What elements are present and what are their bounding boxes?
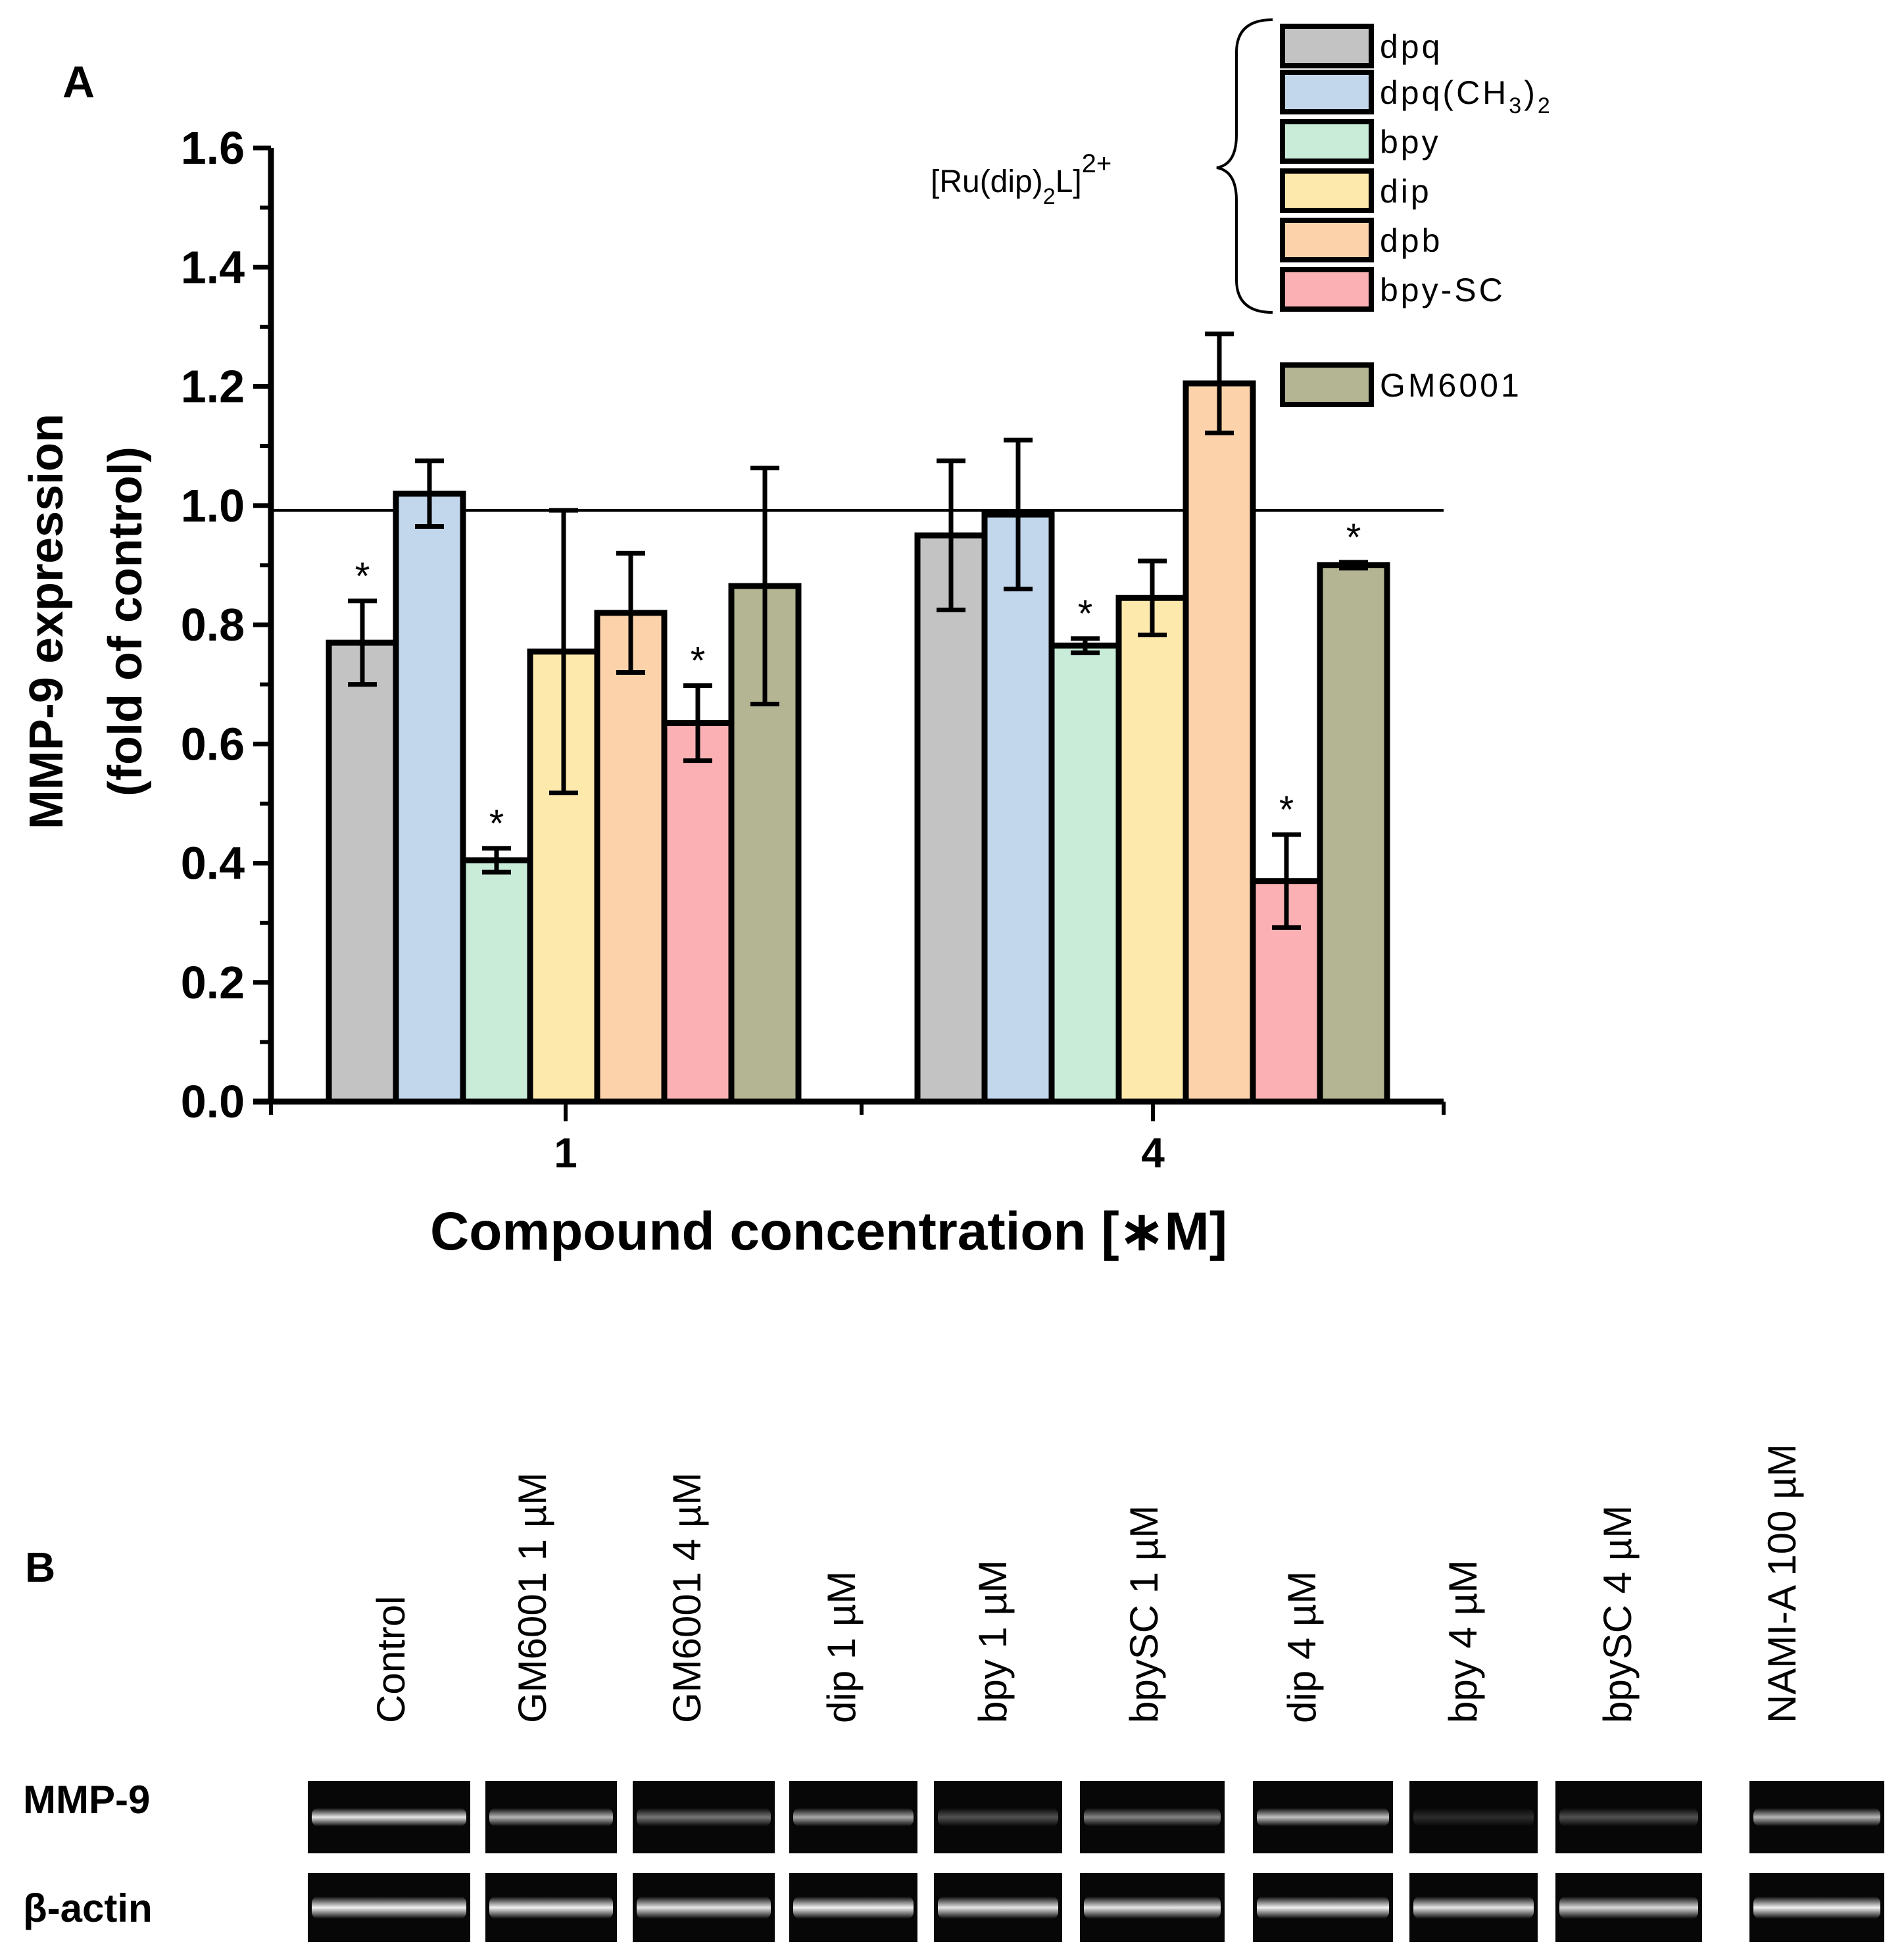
blot-lane-label: bpySC 1 µM (1122, 1505, 1166, 1723)
blot-band (312, 1808, 466, 1826)
blot-band (793, 1808, 914, 1826)
bar-dpqCH32-1 (393, 491, 466, 1105)
bar-dip-4 (1115, 595, 1189, 1105)
y-tick-label: 0.6 (181, 718, 245, 769)
blot-lane-label: bpy 4 µM (1441, 1560, 1485, 1723)
legend-swatch-dpqCH32 (1280, 70, 1374, 114)
blot-band (793, 1896, 914, 1919)
bar-dpq-4 (914, 532, 988, 1105)
legend-label-GM6001: GM6001 (1380, 367, 1522, 404)
significance-star: * (1279, 789, 1294, 831)
blot-lane-label: dip 4 µM (1280, 1571, 1324, 1723)
bars: * * * * * * (326, 331, 1390, 1105)
y-tick-label: 0.8 (181, 599, 245, 650)
legend: [Ru(dip)2L]2+ dpq dpq(CH3)2 bpy dip dpb bpy-S… (931, 18, 1553, 407)
blot-lane-label: bpySC 4 µM (1596, 1505, 1640, 1723)
bar-dpb-4 (1183, 380, 1256, 1105)
significance-star: * (1346, 516, 1361, 559)
legend-label-bpy: bpy (1380, 124, 1441, 160)
panel-b-label: B (25, 1544, 55, 1591)
x-tick-label: 4 (1141, 1129, 1165, 1177)
legend-swatch-bpy-SC (1280, 267, 1374, 312)
legend-swatch-dip (1280, 168, 1374, 213)
legend-swatch-dpb (1280, 218, 1374, 262)
blot-band (1257, 1808, 1389, 1826)
y-tick-label: 1.6 (181, 122, 245, 174)
blot-band (312, 1896, 466, 1919)
blot-lane-label: GM6001 4 µM (665, 1473, 709, 1723)
blot-row-label-mmp9: MMP-9 (23, 1778, 150, 1822)
bar-dpqCH32-4 (981, 511, 1055, 1105)
bar-bpy-1 (460, 857, 533, 1105)
blot-band (489, 1808, 613, 1826)
blot-band (1559, 1896, 1698, 1919)
legend-brace (1216, 18, 1273, 314)
significance-star: * (1078, 593, 1093, 635)
blot-lane-label: GM6001 1 µM (510, 1473, 554, 1723)
legend-label-dpqCH32: dpq(CH3)2 (1380, 74, 1553, 118)
blot-lane-label: NAMI-A 100 µM (1760, 1444, 1804, 1723)
blot-band (1753, 1896, 1880, 1919)
significance-star: * (691, 639, 706, 682)
blot-band (938, 1896, 1058, 1919)
y-axis-title: MMP-9 expression (20, 414, 73, 829)
blot-lane-label: bpy 1 µM (971, 1560, 1015, 1723)
bar-GM6001-4 (1317, 562, 1390, 1105)
legend-label-dip: dip (1380, 173, 1432, 210)
blot-band (1257, 1896, 1389, 1919)
blot-band (1413, 1808, 1534, 1826)
legend-swatch-GM6001 (1280, 362, 1374, 407)
y-tick-label: 0.2 (181, 957, 245, 1008)
y-tick-label: 0.0 (181, 1076, 245, 1127)
bar-bpy-SC-1 (661, 720, 735, 1105)
y-tick-label: 1.2 (181, 361, 245, 412)
blot-band (1753, 1808, 1880, 1826)
legend-label-dpb: dpb (1380, 222, 1442, 259)
blot-lane-labels: Control GM6001 1 µM GM6001 4 µM dip 1 µM bpy… (369, 1444, 1804, 1723)
significance-star: * (489, 802, 504, 845)
legend-complex-label: [Ru(dip)2L]2+ (931, 149, 1111, 209)
blot-band (1084, 1808, 1221, 1826)
blot-band (1084, 1896, 1221, 1919)
legend-swatch-bpy (1280, 119, 1374, 164)
bar-dpq-1 (326, 639, 399, 1105)
blot-band (489, 1896, 613, 1919)
blot-lane-label: dip 1 µM (819, 1571, 864, 1723)
legend-label-dpq: dpq (1380, 28, 1442, 65)
blot-band (1559, 1808, 1698, 1826)
legend-label-bpy-SC: bpy-SC (1380, 272, 1505, 308)
y-axis-subtitle: (fold of control) (99, 447, 152, 796)
blot-band (637, 1896, 771, 1919)
blot-bands (308, 1781, 1884, 1942)
legend-swatch-dpq (1280, 24, 1374, 68)
panel-a-label: A (62, 57, 95, 107)
x-axis-title: Compound concentration [∗M] (430, 1202, 1227, 1261)
bar-bpy-4 (1048, 643, 1122, 1105)
y-ticks: 0.0 0.2 0.4 0.6 0.8 1.0 1.2 1.4 1.6 (181, 122, 271, 1127)
y-tick-label: 1.0 (181, 480, 245, 531)
blot-band (1413, 1896, 1534, 1919)
y-tick-label: 0.4 (181, 838, 245, 889)
blot-row-label-actin: β-actin (23, 1886, 153, 1930)
significance-star: * (355, 555, 370, 598)
y-tick-label: 1.4 (181, 241, 245, 293)
legend-items: dpq dpq(CH3)2 bpy dip dpb bpy-SC GM6001 (1280, 24, 1553, 407)
blot-lane-label: Control (369, 1596, 413, 1723)
bar-dpb-1 (594, 610, 668, 1105)
blot-band (938, 1808, 1058, 1826)
x-tick-label: 1 (554, 1129, 577, 1177)
blot-band (637, 1808, 771, 1826)
